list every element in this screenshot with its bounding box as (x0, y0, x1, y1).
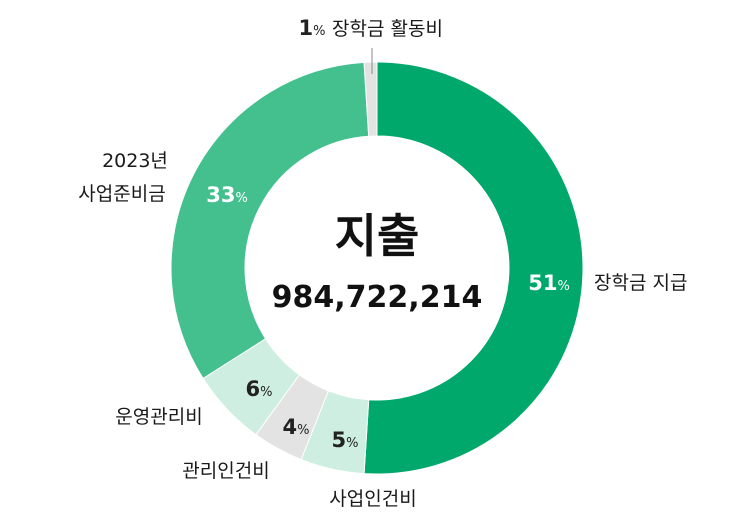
category-label-reserve-line1: 2023년 (102, 150, 168, 172)
category-label-operations: 운영관리비 (115, 406, 202, 428)
pct-label-scholarship: 51% (528, 271, 570, 295)
slice-scholarship-activity (363, 61, 378, 137)
pct-label-project-labor: 5% (332, 428, 359, 452)
slice-scholarship (363, 61, 584, 475)
category-label-scholarship-activity: 장학금 활동비 (332, 18, 443, 40)
center-value: 984,722,214 (272, 280, 483, 315)
pct-label-scholarship-activity: 1% (299, 16, 326, 40)
category-label-reserve-line2: 사업준비금 (78, 183, 165, 205)
category-label-project-labor: 사업인건비 (329, 488, 416, 510)
category-label-scholarship: 장학금 지급 (594, 272, 687, 294)
pct-label-admin-labor: 4% (283, 415, 310, 439)
center-title: 지출 (335, 209, 420, 263)
pct-label-reserve: 33% (206, 183, 248, 207)
donut-slices (170, 61, 584, 475)
pct-label-operations: 6% (246, 377, 273, 401)
slice-reserve (170, 61, 370, 380)
category-label-admin-labor: 관리인건비 (182, 460, 269, 482)
